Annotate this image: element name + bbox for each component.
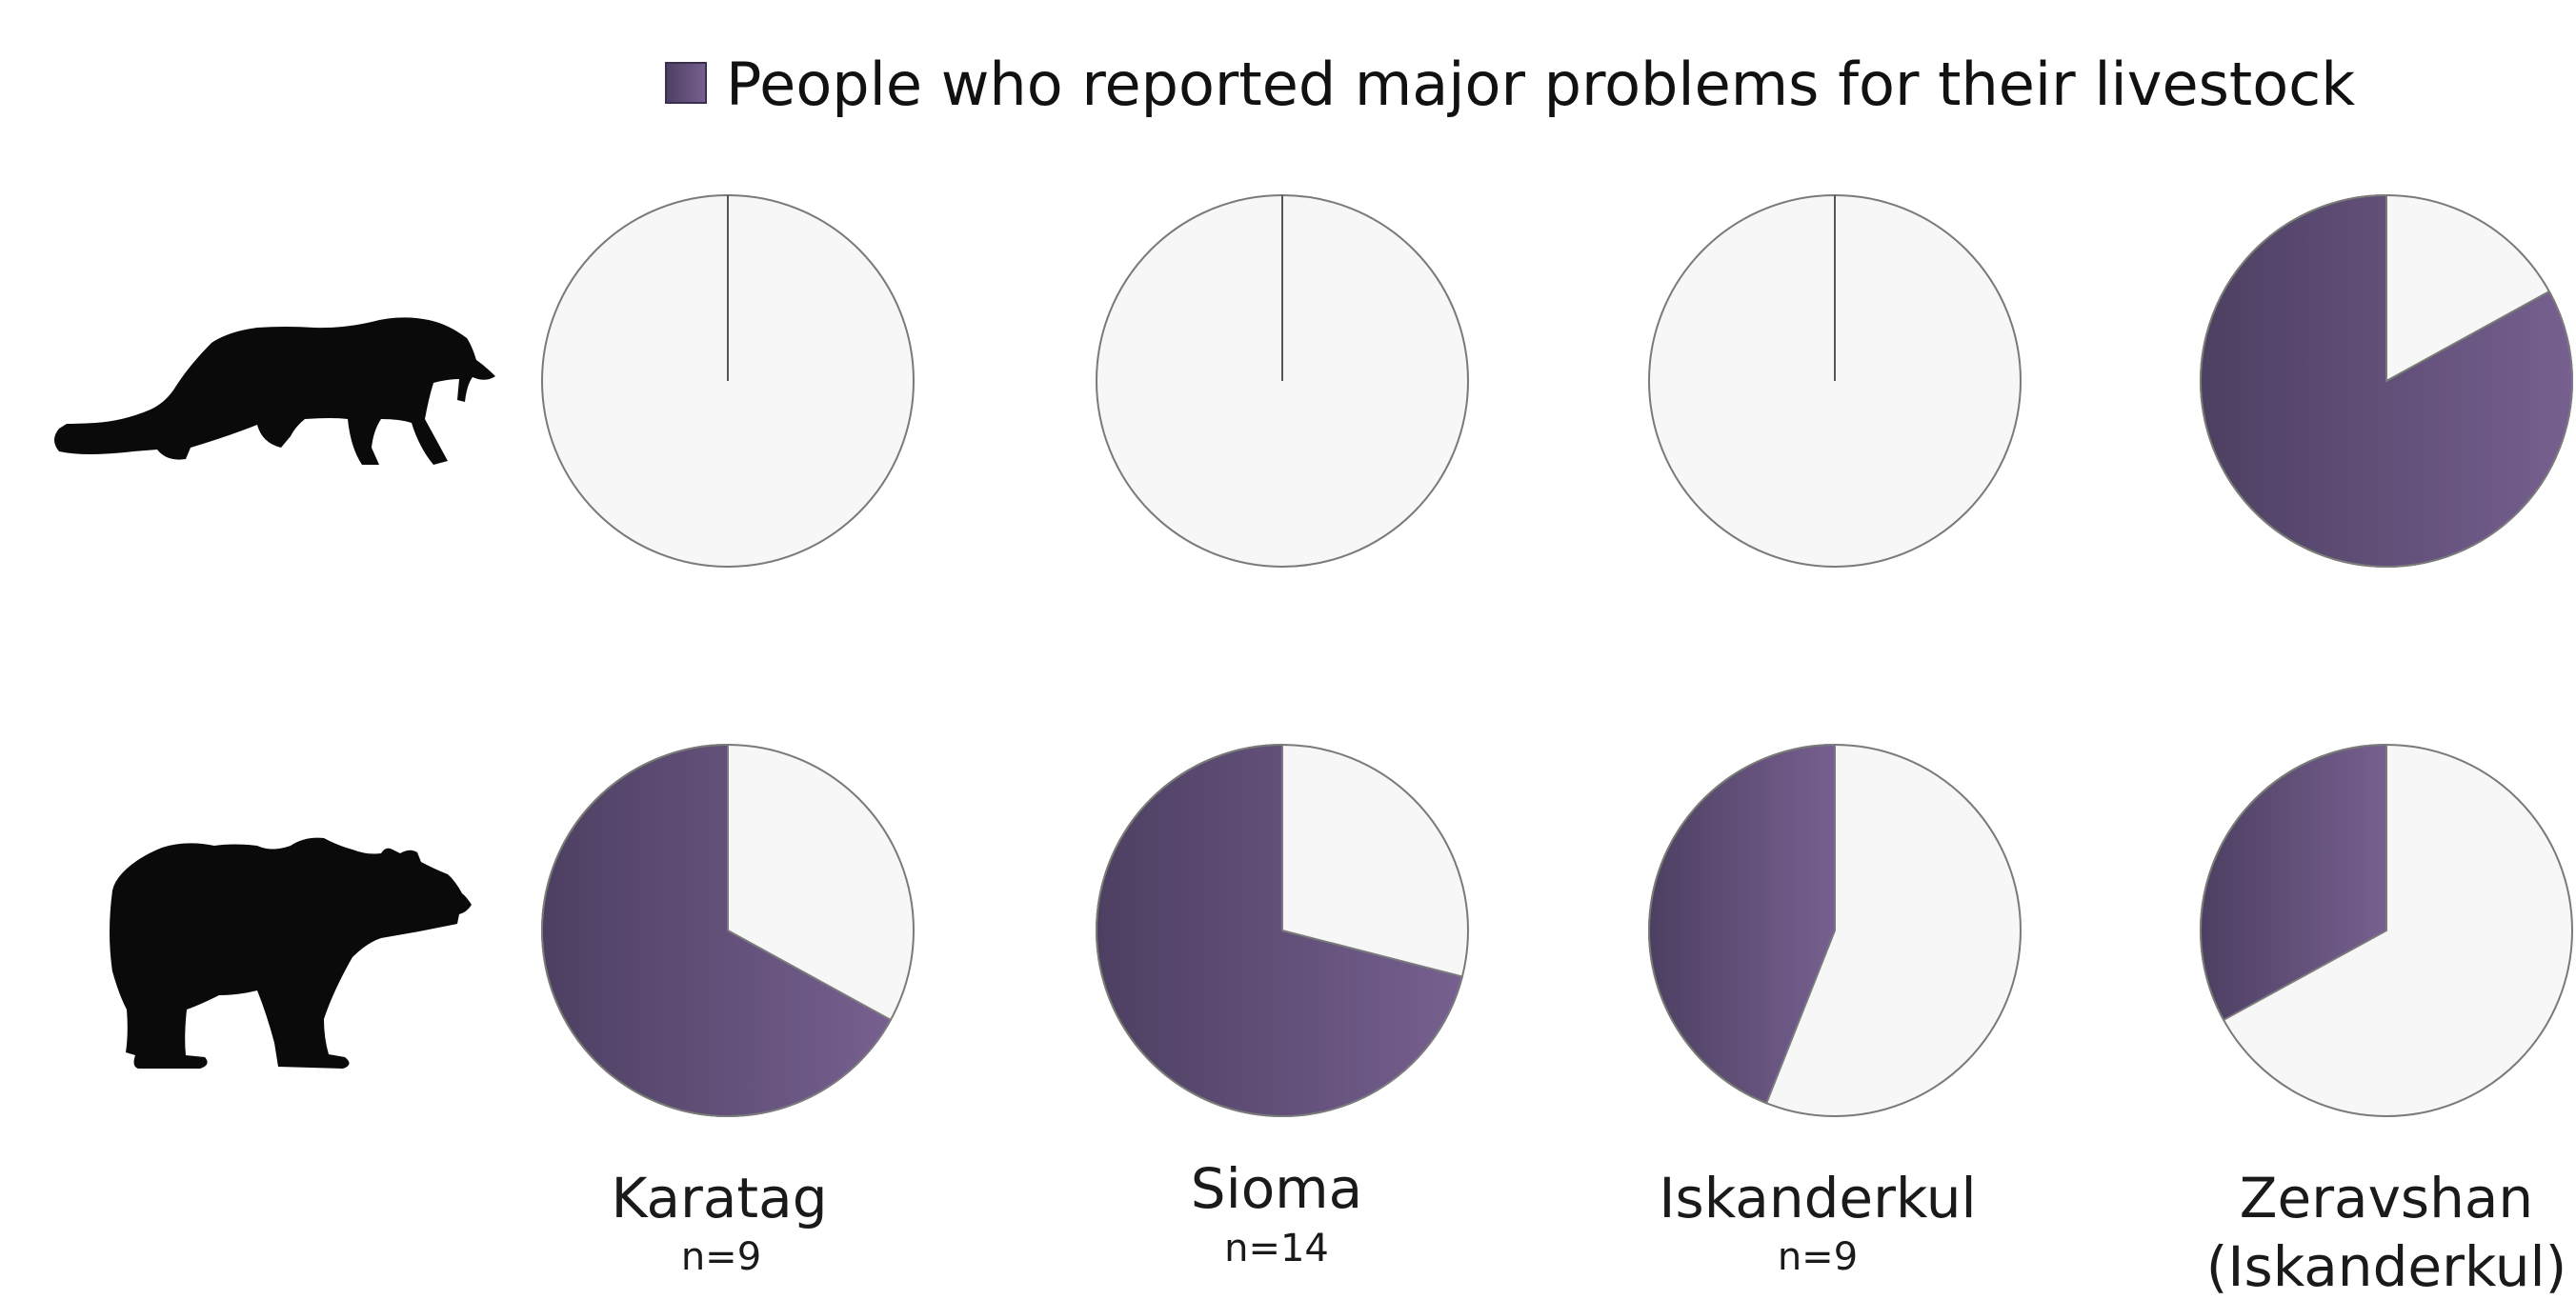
brown-bear-icon	[110, 837, 472, 1069]
pie-chart	[1096, 194, 1469, 568]
legend-label: People who reported major problems for t…	[726, 50, 2355, 119]
legend-swatch	[665, 62, 707, 104]
pie-chart	[1648, 194, 2022, 568]
pie-slice-reported	[1096, 743, 1464, 1117]
site-n-label: n=9	[681, 1235, 761, 1279]
site-labels: Karatag n=9 Sioma n=14 Iskanderkul n=9 Z…	[611, 1156, 2566, 1299]
legend: People who reported major problems for t…	[665, 50, 2355, 119]
site-n-label: n=14	[1224, 1227, 1329, 1270]
snow-leopard-icon	[54, 317, 495, 465]
pie-chart	[2200, 743, 2573, 1117]
pie-chart	[541, 194, 915, 568]
pie-chart	[2200, 193, 2573, 568]
pie-grid	[541, 193, 2573, 1117]
site-label: Iskanderkul	[1659, 1166, 1976, 1230]
pie-chart	[1096, 743, 1469, 1117]
pie-chart	[1648, 743, 2022, 1117]
site-label-line2: (Iskanderkul)	[2206, 1234, 2566, 1299]
pie-slice-reported	[1648, 743, 1836, 1105]
pie-chart	[541, 743, 915, 1117]
site-n-label: n=9	[1778, 1235, 1858, 1279]
pie-slice-reported	[2200, 743, 2387, 1022]
pie-slice-reported	[2200, 193, 2573, 568]
site-label: Karatag	[611, 1166, 827, 1230]
pie-slice-reported	[541, 743, 893, 1117]
site-label: Zeravshan	[2240, 1166, 2533, 1230]
site-label: Sioma	[1191, 1156, 1362, 1221]
